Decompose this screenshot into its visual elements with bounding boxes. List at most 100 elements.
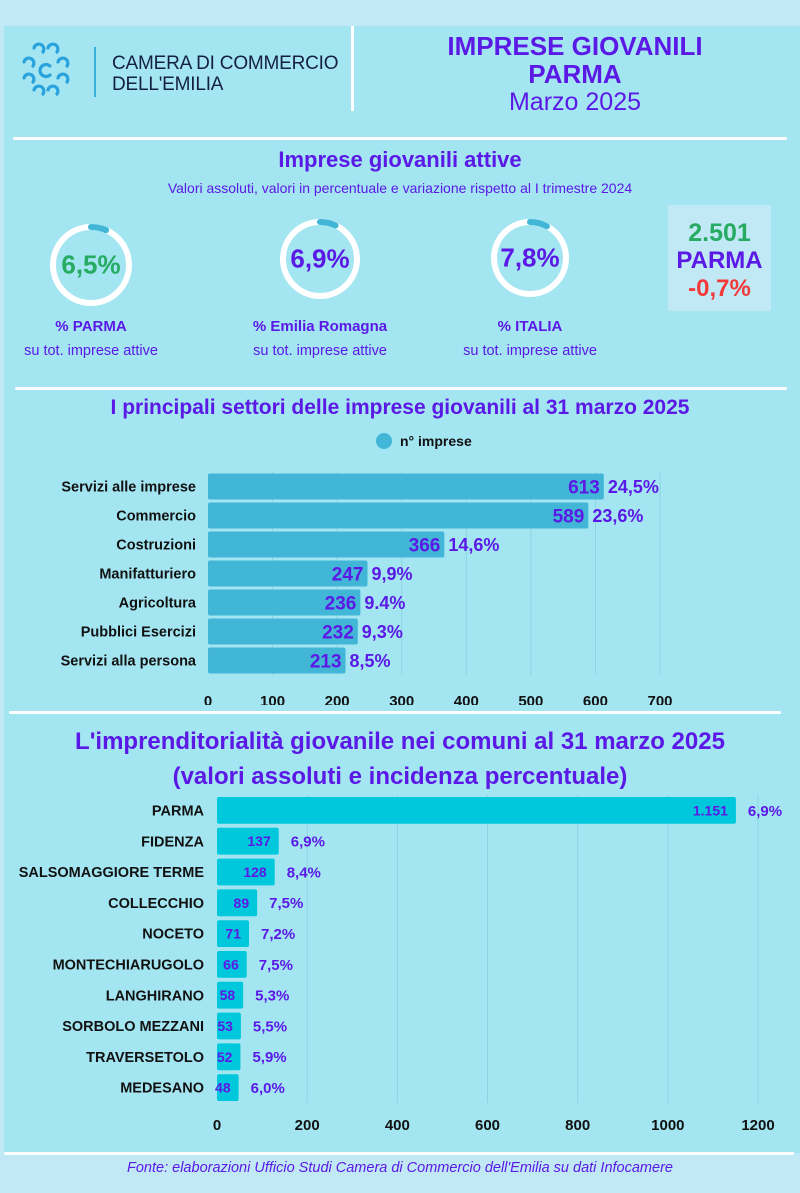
value-label: 232 [322, 622, 354, 643]
donut-sublabel: su tot. imprese attive [24, 343, 158, 359]
kpi-box: 2.501 PARMA -0,7% [668, 205, 771, 311]
percent-label: 14,6% [448, 535, 499, 555]
sectors-legend: n° imprese [376, 433, 472, 449]
bar [217, 1043, 241, 1071]
legend-dot-icon [376, 433, 392, 449]
value-label: 589 [553, 506, 585, 527]
bar [217, 951, 247, 978]
section-divider [4, 1152, 794, 1155]
donut-sublabel: su tot. imprese attive [253, 343, 387, 359]
donut-value: 7,8% [500, 242, 560, 273]
category-label: LANGHIRANO [106, 988, 204, 1004]
category-label: Costruzioni [116, 538, 196, 554]
x-tick-label: 800 [565, 1117, 590, 1130]
value-label: 137 [247, 833, 271, 849]
value-label: 89 [234, 895, 250, 911]
percent-label: 9.4% [364, 593, 405, 613]
bar [208, 618, 358, 645]
active-section-title: Imprese giovanili attive [278, 147, 522, 172]
bar [217, 981, 244, 1009]
page-title: IMPRESE GIOVANILI PARMA [360, 32, 790, 88]
value-label: 128 [243, 864, 267, 880]
category-label: Servizi alla persona [61, 654, 197, 670]
percent-label: 5,9% [252, 1049, 286, 1066]
x-tick-label: 200 [295, 1117, 320, 1130]
x-tick-label: 1200 [741, 1117, 774, 1130]
x-tick-label: 600 [475, 1117, 500, 1130]
organization-name: CAMERA DI COMMERCIO DELL'EMILIA [112, 53, 339, 95]
value-label: 366 [409, 535, 441, 556]
x-tick-label: 100 [260, 693, 285, 705]
category-label: FIDENZA [141, 834, 204, 850]
legend-label: n° imprese [400, 433, 472, 449]
value-label: 71 [225, 926, 241, 942]
x-tick-label: 0 [204, 693, 212, 705]
comuni-chart-subtitle: (valori assoluti e incidenza percentuale… [172, 763, 628, 790]
org-line-1: CAMERA DI COMMERCIO [112, 53, 339, 74]
percent-label: 8,5% [350, 651, 391, 671]
x-tick-label: 300 [389, 693, 414, 705]
kpi-count: 2.501 [688, 219, 751, 247]
x-tick-label: 600 [583, 693, 608, 705]
percent-label: 8,4% [287, 864, 321, 881]
percent-label: 23,6% [592, 506, 643, 526]
kpi-variation: -0,7% [688, 275, 751, 302]
value-label: 236 [325, 593, 357, 614]
donut-ring [280, 219, 360, 299]
sectors-bar-chart: Servizi alle imprese 613 24,5% Commercio 589… [61, 472, 673, 705]
bar [217, 920, 250, 947]
category-label: NOCETO [142, 927, 204, 943]
category-label: Pubblici Esercizi [81, 625, 196, 641]
value-label: 66 [223, 956, 239, 972]
x-tick-label: 700 [647, 693, 672, 705]
section-divider [13, 137, 787, 140]
percent-label: 24,5% [608, 477, 659, 497]
percent-label: 7,2% [261, 926, 295, 943]
value-label: 53 [217, 1018, 233, 1034]
bar [217, 858, 275, 886]
org-line-2: DELL'EMILIA [112, 74, 224, 95]
value-label: 58 [220, 987, 236, 1003]
bar [217, 1012, 241, 1040]
category-label: MEDESANO [120, 1081, 204, 1097]
category-label: PARMA [152, 803, 205, 819]
x-tick-label: 400 [385, 1117, 410, 1130]
category-label: TRAVERSETOLO [86, 1050, 204, 1066]
bar [208, 647, 346, 674]
donut-progress [50, 224, 132, 306]
bar [217, 827, 279, 855]
donut-sublabel: su tot. imprese attive [463, 343, 597, 359]
bar [208, 560, 368, 587]
category-label: SALSOMAGGIORE TERME [19, 865, 205, 881]
donut-0: 6,5% [47, 221, 135, 309]
header-divider [351, 26, 354, 111]
category-label: Commercio [116, 509, 196, 525]
kpi-area: PARMA [676, 247, 763, 274]
donut-label: % PARMA [55, 318, 127, 335]
comuni-bar-chart: PARMA 1.151 6,9% FIDENZA 137 6,9% SALSOMAGGIOR… [19, 795, 782, 1130]
category-label: Manifatturiero [99, 567, 196, 583]
title-line-1: IMPRESE GIOVANILI [447, 31, 703, 61]
logo-separator [94, 47, 96, 97]
bar [217, 797, 736, 824]
percent-label: 9,3% [362, 622, 403, 642]
bar [217, 1074, 239, 1101]
donut-label: % ITALIA [497, 318, 563, 335]
percent-label: 5,3% [255, 988, 289, 1005]
percent-label: 9,9% [371, 564, 412, 584]
percent-label: 6,0% [251, 1080, 285, 1097]
bar [208, 473, 604, 500]
percent-label: 5,5% [253, 1018, 287, 1035]
percent-label: 6,9% [748, 803, 782, 820]
section-divider [15, 387, 787, 390]
category-label: SORBOLO MEZZANI [62, 1019, 204, 1035]
donut-value: 6,5% [61, 249, 121, 280]
category-label: Agricoltura [119, 596, 197, 612]
active-section-subtitle: Valori assoluti, valori in percentuale e… [167, 180, 633, 196]
value-label: 247 [332, 564, 364, 585]
value-label: 213 [310, 651, 342, 672]
x-tick-label: 500 [518, 693, 543, 705]
bar [208, 531, 445, 558]
bar [217, 889, 258, 917]
category-label: Servizi alle imprese [61, 480, 196, 496]
